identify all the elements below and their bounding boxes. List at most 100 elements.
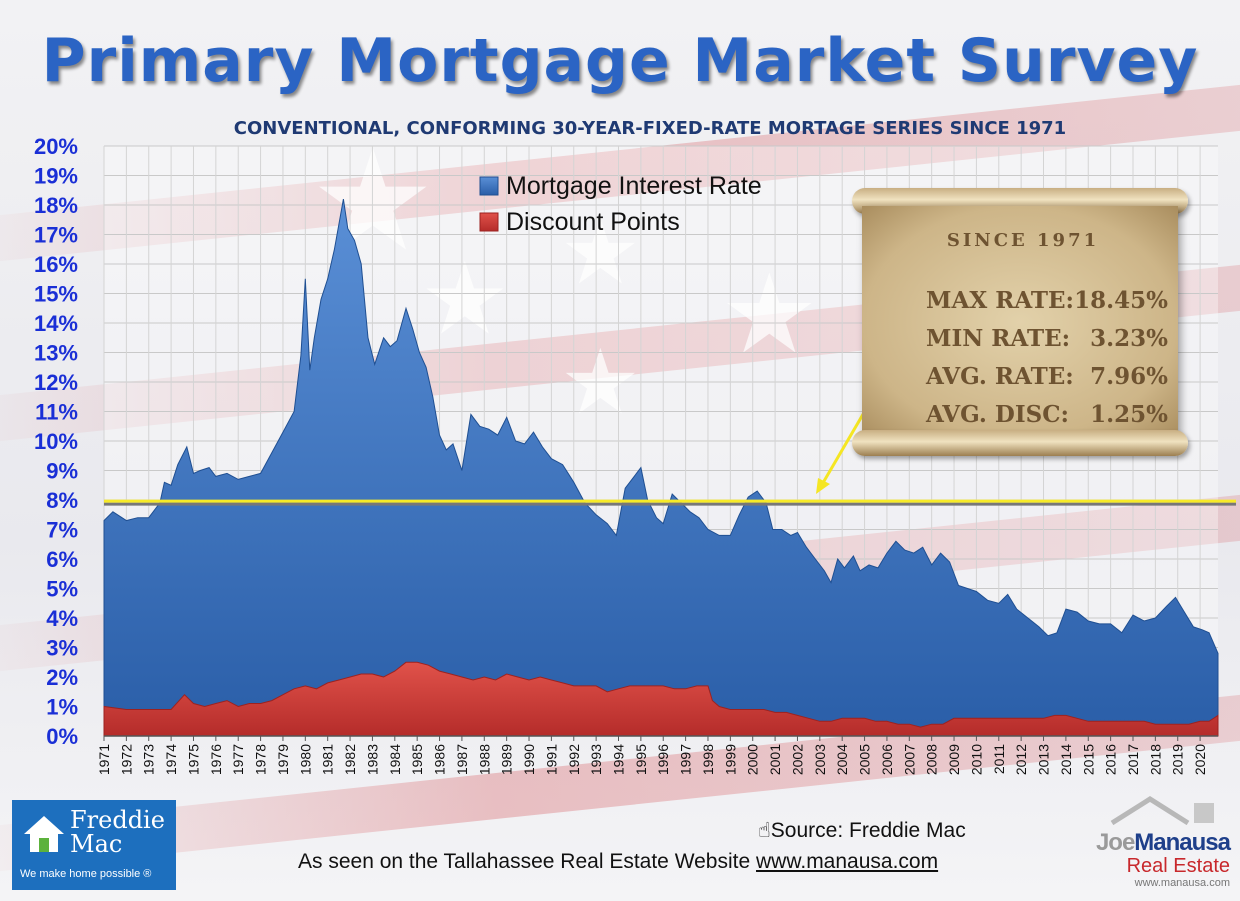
x-tick-label: 1990 [521, 744, 537, 775]
scroll-stat-row: AVG. DISC: 1.25% [878, 374, 1168, 455]
x-tick-label: 2014 [1058, 744, 1074, 775]
x-tick-label: 1984 [387, 744, 403, 775]
x-tick-label: 1991 [543, 744, 559, 775]
x-tick-label: 2015 [1080, 744, 1096, 775]
y-tick-label: 15% [34, 282, 78, 307]
x-tick-label: 1985 [409, 744, 425, 775]
x-tick-label: 1995 [633, 744, 649, 775]
stat-value: 1.25% [1090, 401, 1168, 428]
logo-real-estate: Real Estate [1126, 855, 1230, 877]
x-tick-label: 2008 [924, 744, 940, 775]
legend-swatch-rate [479, 176, 499, 196]
x-tick-label: 1998 [700, 744, 716, 775]
y-tick-label: 20% [34, 134, 78, 159]
scroll-roll-bottom [852, 430, 1188, 456]
stat-label: MIN RATE: [926, 325, 1071, 352]
x-tick-label: 1999 [722, 744, 738, 775]
y-tick-label: 5% [46, 577, 78, 602]
stats-scroll: SINCE 1971 MAX RATE: 18.45% MIN RATE: 3.23… [852, 188, 1188, 456]
stat-label: AVG. DISC: [926, 401, 1070, 428]
y-tick-label: 2% [46, 665, 78, 690]
x-tick-label: 1979 [275, 744, 291, 775]
x-tick-label: 1997 [678, 744, 694, 775]
average-line-group [104, 499, 1236, 506]
x-tick-label: 2000 [745, 744, 761, 775]
x-tick-label: 2017 [1125, 744, 1141, 775]
x-tick-label: 2018 [1147, 744, 1163, 775]
scroll-stat-row: MIN RATE: 3.23% [878, 298, 1168, 379]
y-tick-label: 17% [34, 223, 78, 248]
y-tick-label: 1% [46, 695, 78, 720]
scroll-heading: SINCE 1971 [946, 230, 1100, 251]
chart-title: Primary Mortgage Market Survey [41, 26, 1199, 96]
house-icon [24, 816, 64, 852]
x-tick-label: 1982 [342, 744, 358, 775]
x-tick-label: 2005 [857, 744, 873, 775]
x-tick-label: 1973 [141, 744, 157, 775]
x-tick-label: 2020 [1192, 744, 1208, 775]
y-tick-label: 8% [46, 488, 78, 513]
joe-manausa-logo[interactable]: JoeManausa Real Estate www.manausa.com [1080, 795, 1231, 890]
x-tick-label: 2003 [812, 744, 828, 775]
x-tick-label: 1971 [96, 744, 112, 775]
y-tick-label: 12% [34, 370, 78, 395]
x-tick-label: 1972 [118, 744, 134, 775]
freddie-mac-logo[interactable]: Freddie Mac We make home possible ® [12, 800, 176, 890]
scroll-stat-row: MAX RATE: 18.45% [878, 260, 1168, 341]
x-tick-label: 1978 [253, 744, 269, 775]
logo-name: JoeManausa [1080, 829, 1231, 857]
y-tick-label: 19% [34, 164, 78, 189]
x-tick-label: 2001 [767, 744, 783, 775]
scroll-parchment [862, 206, 1178, 438]
legend-label-points: Discount Points [506, 208, 680, 236]
seen-on-text: As seen on the Tallahassee Real Estate W… [298, 850, 751, 873]
x-tick-label: 1992 [566, 744, 582, 775]
source-line: ☝Source: Freddie Mac [758, 818, 966, 843]
x-tick-label: 2011 [991, 744, 1007, 774]
x-tick-label: 2009 [946, 744, 962, 775]
website-link[interactable]: www.manausa.com [756, 850, 939, 873]
y-tick-label: 18% [34, 193, 78, 218]
x-tick-label: 1975 [185, 744, 201, 775]
y-axis: 0% 1% 2% 3% 4% 5% 6% 7% 8% 9% 10% 11% 12% 13% 14% 15% 16… [34, 134, 78, 749]
y-tick-label: 10% [34, 429, 78, 454]
y-tick-label: 4% [46, 606, 78, 631]
scroll-stat-row: AVG. RATE: 7.96% [878, 336, 1168, 417]
x-axis: 1971 1972 1973 1974 1975 1976 1977 1978 1979 1980… [96, 735, 1218, 775]
logo-joe: Joe [1095, 829, 1135, 856]
freddie-wordmark-line1: Freddie [70, 806, 165, 834]
stat-value: 3.23% [1090, 325, 1168, 352]
x-tick-label: 1986 [432, 744, 448, 775]
y-tick-label: 11% [35, 400, 78, 425]
stat-value: 18.45% [1074, 287, 1168, 314]
x-tick-label: 1983 [364, 744, 380, 775]
x-tick-label: 1993 [588, 744, 604, 775]
x-tick-label: 1977 [230, 744, 246, 775]
flag-star-icon: ★ [720, 250, 819, 378]
flag-star-icon: ★ [420, 240, 510, 357]
stat-value: 7.96% [1090, 363, 1168, 390]
legend-swatch-points [479, 212, 499, 232]
freddie-wordmark-line2: Mac [70, 830, 123, 858]
house-roof-icon [1110, 796, 1214, 825]
x-tick-label: 1989 [499, 744, 515, 775]
x-tick-label: 1987 [454, 744, 470, 775]
x-tick-label: 2006 [879, 744, 895, 775]
y-tick-label: 14% [34, 311, 78, 336]
y-tick-label: 13% [34, 341, 78, 366]
freddie-tagline: We make home possible ® [20, 868, 152, 880]
x-tick-label: 2004 [834, 744, 850, 775]
x-tick-label: 1981 [320, 744, 336, 775]
x-tick-label: 1994 [610, 744, 626, 775]
chart-subtitle: CONVENTIONAL, CONFORMING 30-YEAR-FIXED-R… [233, 118, 1067, 139]
series-area-discount-points [103, 661, 1219, 737]
annotation-arrowhead [816, 478, 830, 494]
logo-manausa: Manausa [1134, 829, 1231, 856]
x-tick-label: 2013 [1036, 744, 1052, 775]
x-tick-label: 2002 [789, 744, 805, 775]
x-tick-label: 2016 [1103, 744, 1119, 775]
y-tick-label: 7% [46, 518, 78, 543]
y-tick-label: 16% [34, 252, 78, 277]
legend: Mortgage Interest Rate Discount Points [479, 172, 762, 236]
